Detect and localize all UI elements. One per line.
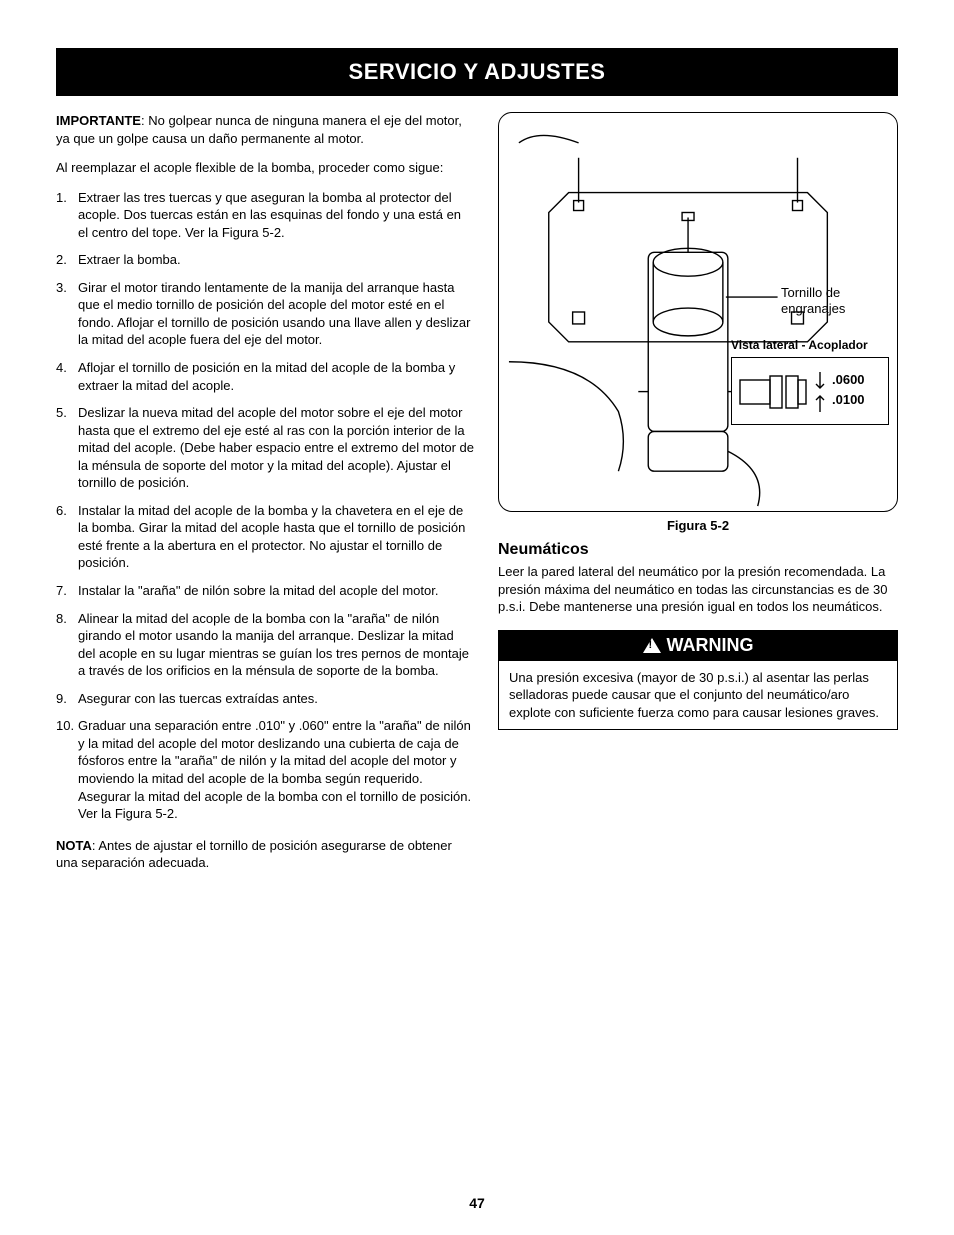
inset-title: Vista lateral - Acoplador <box>731 338 868 353</box>
warning-header: WARNING <box>498 630 898 661</box>
step-item: Graduar una separación entre .010" y .06… <box>56 717 474 822</box>
tires-text: Leer la pared lateral del neumático por … <box>498 563 898 616</box>
page-title: SERVICIO Y ADJUSTES <box>349 59 606 84</box>
page-title-bar: SERVICIO Y ADJUSTES <box>56 48 898 96</box>
step-item: Asegurar con las tuercas extraídas antes… <box>56 690 474 708</box>
note-paragraph: NOTA: Antes de ajustar el tornillo de po… <box>56 837 474 872</box>
figure-inset: .0600 .0100 <box>731 357 889 425</box>
steps-list: Extraer las tres tuercas y que aseguran … <box>56 189 474 823</box>
warning-text: Una presión excesiva (mayor de 30 p.s.i.… <box>498 661 898 731</box>
step-item: Extraer la bomba. <box>56 251 474 269</box>
note-label: NOTA <box>56 838 92 853</box>
warning-heading: WARNING <box>667 635 754 656</box>
coupler-side-view-icon <box>732 358 890 426</box>
step-item: Alinear la mitad del acople de la bomba … <box>56 610 474 680</box>
step-item: Deslizar la nueva mitad del acople del m… <box>56 404 474 492</box>
step-item: Instalar la "araña" de nilón sobre la mi… <box>56 582 474 600</box>
step-item: Extraer las tres tuercas y que aseguran … <box>56 189 474 242</box>
dim-lower: .0100 <box>832 392 865 408</box>
dim-upper: .0600 <box>832 372 865 388</box>
tires-heading: Neumáticos <box>498 541 898 559</box>
right-column: Tornillo de engranajes Vista lateral - A… <box>498 112 898 884</box>
important-label: IMPORTANTE <box>56 113 141 128</box>
figure-caption: Figura 5-2 <box>498 518 898 533</box>
important-paragraph: IMPORTANTE: No golpear nunca de ninguna … <box>56 112 474 147</box>
left-column: IMPORTANTE: No golpear nunca de ninguna … <box>56 112 474 884</box>
gear-label-text: Tornillo de engranajes <box>781 285 845 316</box>
note-text: : Antes de ajustar el tornillo de posici… <box>56 838 452 871</box>
content-columns: IMPORTANTE: No golpear nunca de ninguna … <box>56 112 898 884</box>
warning-triangle-icon <box>643 638 661 653</box>
step-item: Instalar la mitad del acople de la bomba… <box>56 502 474 572</box>
intro-text: Al reemplazar el acople flexible de la b… <box>56 159 474 177</box>
step-item: Aflojar el tornillo de posición en la mi… <box>56 359 474 394</box>
figure-label-gear: Tornillo de engranajes <box>781 285 897 318</box>
page-number: 47 <box>0 1195 954 1211</box>
figure-5-2: Tornillo de engranajes Vista lateral - A… <box>498 112 898 512</box>
step-item: Girar el motor tirando lentamente de la … <box>56 279 474 349</box>
